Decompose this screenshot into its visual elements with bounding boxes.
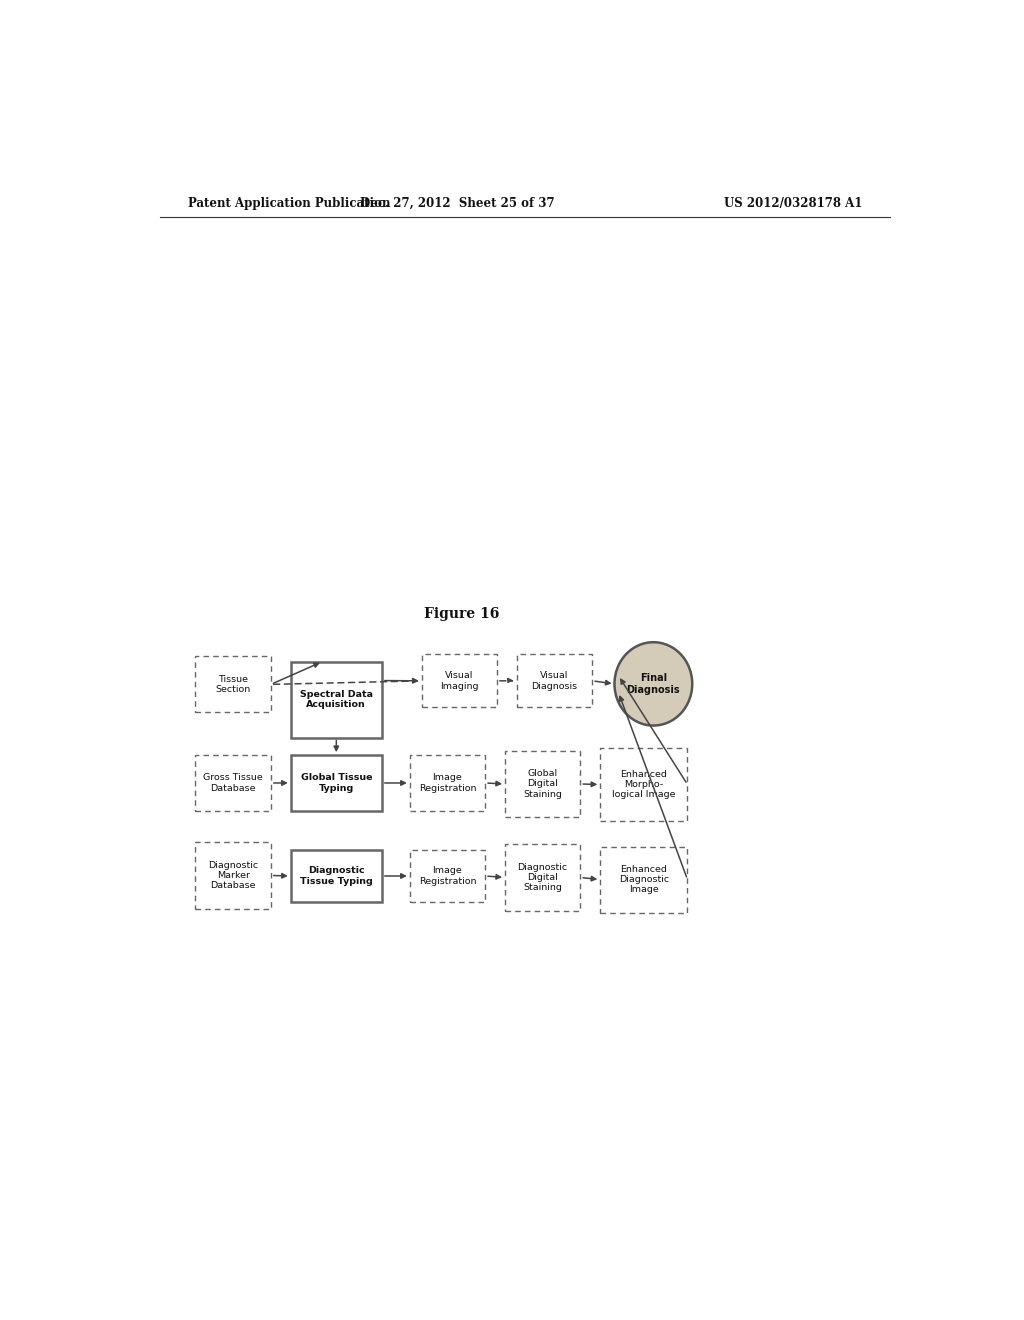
Text: Diagnostic
Tissue Typing: Diagnostic Tissue Typing — [300, 866, 373, 886]
Text: Spectral Data
Acquisition: Spectral Data Acquisition — [300, 690, 373, 709]
Text: Visual
Imaging: Visual Imaging — [440, 671, 478, 690]
FancyBboxPatch shape — [196, 842, 270, 908]
Ellipse shape — [614, 643, 692, 726]
FancyBboxPatch shape — [291, 661, 382, 738]
Text: Image
Registration: Image Registration — [419, 866, 476, 886]
Text: Dec. 27, 2012  Sheet 25 of 37: Dec. 27, 2012 Sheet 25 of 37 — [360, 197, 555, 210]
Text: Tissue
Section: Tissue Section — [215, 675, 251, 694]
Text: Figure 16: Figure 16 — [424, 607, 499, 620]
FancyBboxPatch shape — [600, 748, 687, 821]
Text: Visual
Diagnosis: Visual Diagnosis — [531, 671, 578, 690]
FancyBboxPatch shape — [505, 845, 581, 911]
Text: Patent Application Publication: Patent Application Publication — [187, 197, 390, 210]
FancyBboxPatch shape — [410, 850, 485, 903]
FancyBboxPatch shape — [291, 755, 382, 810]
Text: Final
Diagnosis: Final Diagnosis — [627, 673, 680, 694]
Text: Global
Digital
Staining: Global Digital Staining — [523, 770, 562, 799]
FancyBboxPatch shape — [517, 655, 592, 708]
Text: Enhanced
Morpho-
logical Image: Enhanced Morpho- logical Image — [612, 770, 676, 800]
FancyBboxPatch shape — [196, 656, 270, 713]
FancyBboxPatch shape — [422, 655, 497, 708]
Text: Image
Registration: Image Registration — [419, 774, 476, 793]
FancyBboxPatch shape — [505, 751, 581, 817]
Text: US 2012/0328178 A1: US 2012/0328178 A1 — [724, 197, 862, 210]
FancyBboxPatch shape — [600, 846, 687, 912]
Text: Global Tissue
Typing: Global Tissue Typing — [301, 774, 372, 793]
FancyBboxPatch shape — [410, 755, 485, 810]
FancyBboxPatch shape — [196, 755, 270, 810]
FancyBboxPatch shape — [291, 850, 382, 903]
Text: Diagnostic
Marker
Database: Diagnostic Marker Database — [208, 861, 258, 891]
Text: Enhanced
Diagnostic
Image: Enhanced Diagnostic Image — [618, 865, 669, 895]
Text: Gross Tissue
Database: Gross Tissue Database — [204, 774, 263, 793]
Text: Diagnostic
Digital
Staining: Diagnostic Digital Staining — [517, 862, 567, 892]
